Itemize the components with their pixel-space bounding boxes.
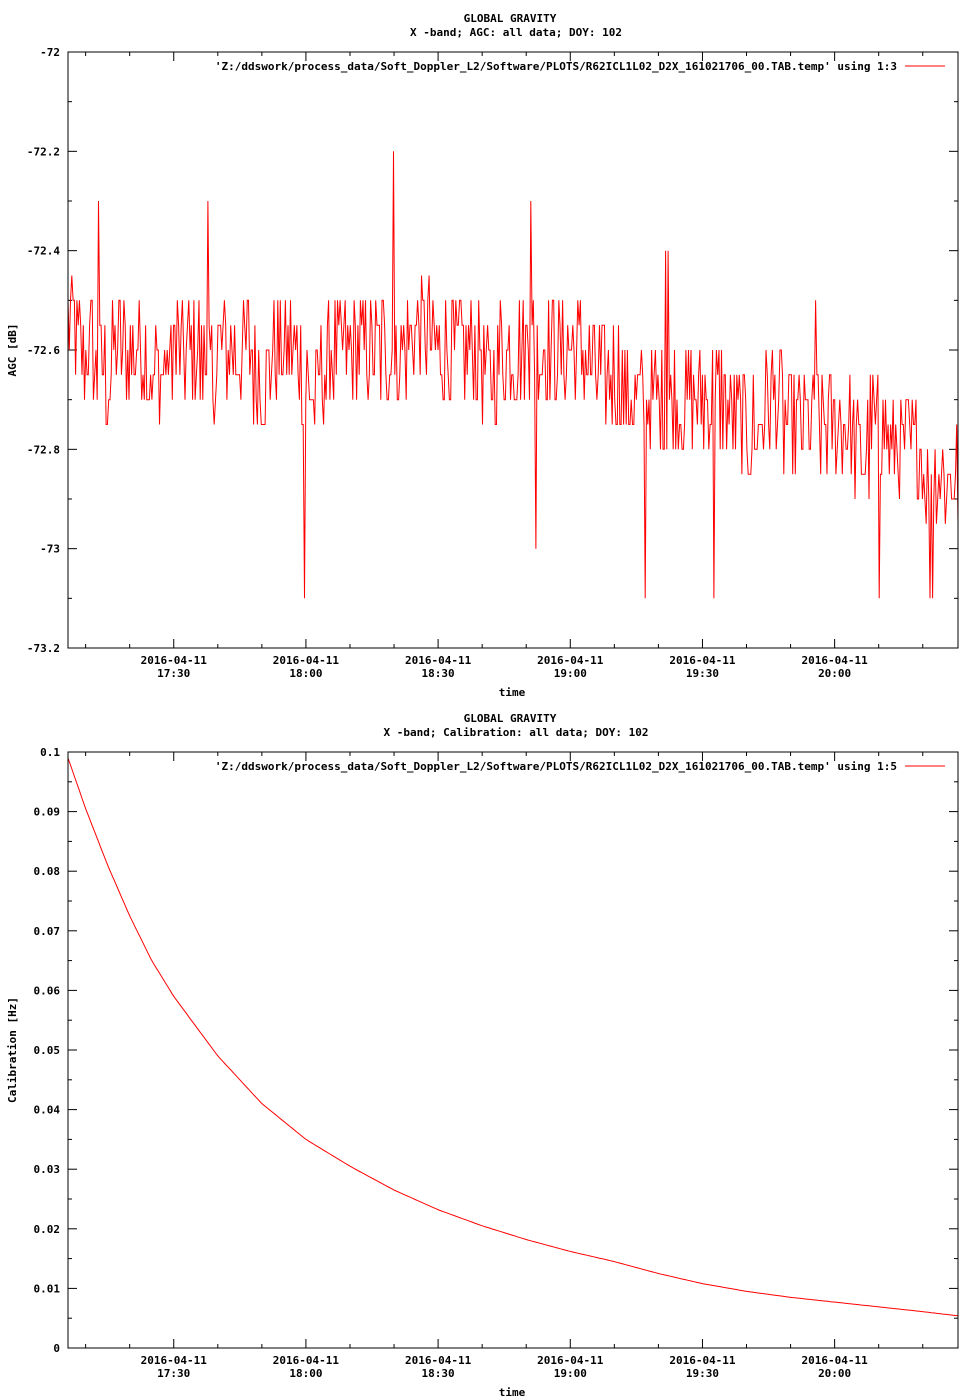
calibration-y-tick-label: 0.07 (34, 925, 61, 938)
calibration-x-tick-date: 2016-04-11 (802, 1354, 869, 1367)
calibration-y-tick-label: 0.1 (40, 746, 60, 759)
agc-x-tick-date: 2016-04-11 (537, 654, 604, 667)
calibration-y-tick-label: 0.03 (34, 1163, 61, 1176)
agc-chart-subtitle: X -band; AGC: all data; DOY: 102 (410, 26, 622, 39)
calibration-y-ticks: 0.1 0.09 0.08 0.07 0.06 0.05 0.04 0.03 0.02 0.01 0 (34, 746, 958, 1355)
agc-y-tick-label: -72.8 (27, 443, 60, 456)
calibration-x-tick-time: 20:00 (818, 1367, 851, 1380)
calibration-y-tick-label: 0 (53, 1342, 60, 1355)
calibration-legend-label: 'Z:/ddswork/process_data/Soft_Doppler_L2… (215, 760, 897, 773)
agc-x-tick-time: 19:00 (554, 667, 587, 680)
calibration-y-tick-label: 0.02 (34, 1223, 61, 1236)
agc-chart: GLOBAL GRAVITY X -band; AGC: all data; D… (6, 12, 959, 699)
calibration-y-tick-label: 0.01 (34, 1282, 61, 1295)
agc-series-line-group (67, 151, 959, 599)
calibration-x-tick-time: 19:30 (686, 1367, 719, 1380)
calibration-chart-title: GLOBAL GRAVITY (464, 712, 557, 725)
agc-x-axis-label: time (499, 686, 526, 699)
calibration-y-tick-label: 0.06 (34, 984, 61, 997)
agc-x-tick-time: 18:00 (289, 667, 322, 680)
calibration-x-tick-date: 2016-04-11 (141, 1354, 208, 1367)
calibration-x-tick-date: 2016-04-11 (273, 1354, 340, 1367)
calibration-x-tick-date: 2016-04-11 (669, 1354, 736, 1367)
agc-chart-title: GLOBAL GRAVITY (464, 12, 557, 25)
calibration-x-tick-time: 18:00 (289, 1367, 322, 1380)
calibration-x-tick-date: 2016-04-11 (537, 1354, 604, 1367)
calibration-chart-subtitle: X -band; Calibration: all data; DOY: 102 (384, 726, 649, 739)
calibration-x-tick-time: 19:00 (554, 1367, 587, 1380)
agc-legend-label: 'Z:/ddswork/process_data/Soft_Doppler_L2… (215, 60, 897, 73)
calibration-y-tick-label: 0.08 (34, 865, 61, 878)
agc-y-tick-label: -72.6 (27, 344, 60, 357)
calibration-series-line (67, 757, 959, 1317)
agc-y-tick-label: -72 (40, 46, 60, 59)
agc-x-tick-time: 17:30 (157, 667, 190, 680)
calibration-y-tick-label: 0.04 (34, 1104, 61, 1117)
calibration-series-line-group (67, 757, 959, 1317)
calibration-chart: GLOBAL GRAVITY X -band; Calibration: all… (6, 712, 959, 1399)
calibration-y-axis-label: Calibration [Hz] (6, 997, 19, 1103)
agc-plot-frame (67, 51, 959, 649)
agc-x-tick-time: 18:30 (422, 667, 455, 680)
calibration-y-tick-label: 0.05 (34, 1044, 61, 1057)
calibration-x-ticks: 2016-04-1117:302016-04-1118:002016-04-11… (85, 752, 924, 1380)
agc-y-tick-label: -72.4 (27, 245, 60, 258)
calibration-x-axis-label: time (499, 1386, 526, 1399)
agc-x-ticks: 2016-04-1117:302016-04-1118:002016-04-11… (85, 52, 924, 680)
agc-x-tick-date: 2016-04-11 (802, 654, 869, 667)
agc-y-tick-label: -73.2 (27, 642, 60, 655)
agc-x-tick-date: 2016-04-11 (669, 654, 736, 667)
agc-y-tick-label: -72.2 (27, 145, 60, 158)
agc-x-tick-time: 20:00 (818, 667, 851, 680)
agc-x-tick-time: 19:30 (686, 667, 719, 680)
calibration-x-tick-date: 2016-04-11 (405, 1354, 472, 1367)
agc-y-axis-label: AGC [dB] (6, 324, 19, 377)
agc-y-tick-label: -73 (40, 543, 60, 556)
agc-x-tick-date: 2016-04-11 (141, 654, 208, 667)
agc-x-tick-date: 2016-04-11 (405, 654, 472, 667)
agc-series-line (67, 151, 959, 599)
calibration-plot-frame (67, 751, 959, 1349)
calibration-x-tick-time: 17:30 (157, 1367, 190, 1380)
agc-x-tick-date: 2016-04-11 (273, 654, 340, 667)
calibration-x-tick-time: 18:30 (422, 1367, 455, 1380)
calibration-y-tick-label: 0.09 (34, 806, 61, 819)
agc-y-ticks: -72 -72.2 -72.4 -72.6 -72.8 -73 -73.2 (27, 46, 958, 655)
